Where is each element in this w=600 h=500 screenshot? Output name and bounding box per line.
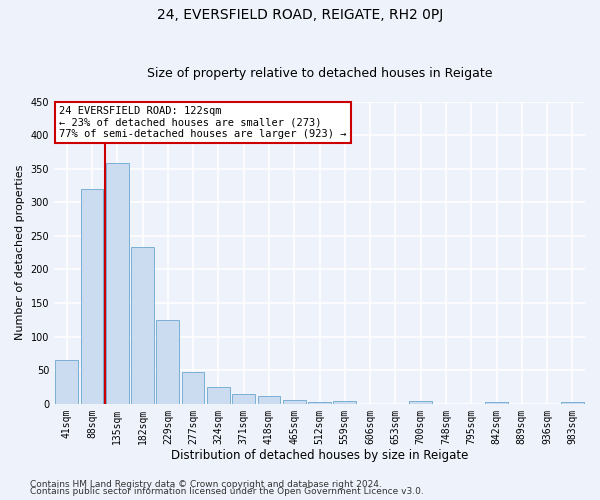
Bar <box>182 372 205 404</box>
Bar <box>334 401 356 404</box>
X-axis label: Distribution of detached houses by size in Reigate: Distribution of detached houses by size … <box>171 450 468 462</box>
Bar <box>80 189 103 404</box>
Bar <box>232 394 255 404</box>
Y-axis label: Number of detached properties: Number of detached properties <box>15 165 25 340</box>
Text: 24, EVERSFIELD ROAD, REIGATE, RH2 0PJ: 24, EVERSFIELD ROAD, REIGATE, RH2 0PJ <box>157 8 443 22</box>
Bar <box>207 387 230 404</box>
Bar <box>131 248 154 404</box>
Bar <box>308 402 331 404</box>
Bar <box>55 360 78 404</box>
Text: Contains public sector information licensed under the Open Government Licence v3: Contains public sector information licen… <box>30 488 424 496</box>
Bar <box>106 164 128 404</box>
Title: Size of property relative to detached houses in Reigate: Size of property relative to detached ho… <box>147 66 492 80</box>
Bar <box>561 402 584 404</box>
Bar <box>257 396 280 404</box>
Bar <box>485 402 508 404</box>
Bar <box>157 320 179 404</box>
Text: 24 EVERSFIELD ROAD: 122sqm
← 23% of detached houses are smaller (273)
77% of sem: 24 EVERSFIELD ROAD: 122sqm ← 23% of deta… <box>59 106 347 139</box>
Bar <box>283 400 305 404</box>
Bar <box>409 401 432 404</box>
Text: Contains HM Land Registry data © Crown copyright and database right 2024.: Contains HM Land Registry data © Crown c… <box>30 480 382 489</box>
